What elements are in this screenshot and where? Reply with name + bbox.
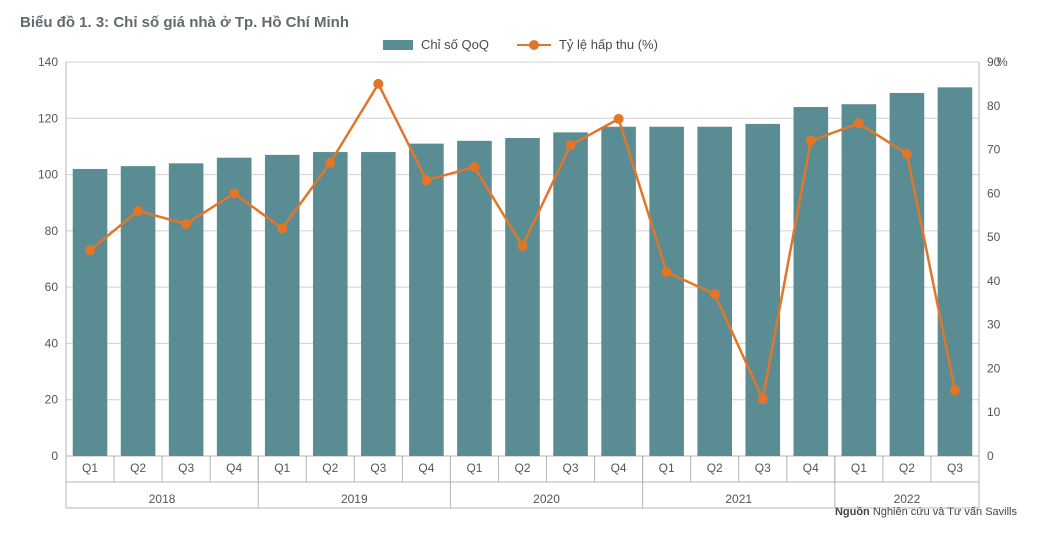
x-year-label: 2019 (341, 492, 368, 506)
x-tick-label: Q3 (947, 461, 963, 475)
line-marker (950, 385, 960, 395)
line-marker (181, 219, 191, 229)
swatch-line (517, 40, 551, 50)
line-marker (758, 394, 768, 404)
svg-text:40: 40 (45, 336, 59, 350)
x-tick-label: Q4 (418, 461, 434, 475)
x-tick-label: Q1 (659, 461, 675, 475)
x-tick-label: Q4 (226, 461, 242, 475)
legend-item-line: Tỷ lệ hấp thu (%) (517, 37, 658, 52)
bar (313, 152, 348, 456)
line-marker (566, 140, 576, 150)
line-marker (325, 158, 335, 168)
line-marker (277, 223, 287, 233)
svg-text:70: 70 (987, 143, 1001, 157)
svg-text:60: 60 (987, 186, 1001, 200)
x-tick-label: Q4 (611, 461, 627, 475)
svg-text:140: 140 (38, 56, 58, 69)
x-tick-label: Q2 (707, 461, 723, 475)
x-tick-label: Q4 (803, 461, 819, 475)
bar (601, 127, 636, 456)
x-tick-label: Q1 (274, 461, 290, 475)
line-marker (229, 188, 239, 198)
x-tick-label: Q1 (466, 461, 482, 475)
x-year-label: 2022 (894, 492, 921, 506)
svg-text:100: 100 (38, 168, 58, 182)
bar (265, 155, 300, 456)
bar (361, 152, 396, 456)
svg-text:30: 30 (987, 318, 1001, 332)
x-tick-label: Q3 (755, 461, 771, 475)
swatch-bar (383, 40, 413, 50)
svg-text:40: 40 (987, 274, 1001, 288)
svg-text:0: 0 (987, 449, 994, 463)
x-year-label: 2018 (149, 492, 176, 506)
x-tick-label: Q1 (82, 461, 98, 475)
x-tick-label: Q3 (370, 461, 386, 475)
x-year-label: 2020 (533, 492, 560, 506)
legend-item-bar: Chỉ số QoQ (383, 37, 489, 52)
bar (169, 163, 204, 456)
legend-bar-label: Chỉ số QoQ (421, 37, 489, 52)
chart-title: Biểu đồ 1. 3: Chỉ số giá nhà ở Tp. Hồ Ch… (20, 14, 1023, 31)
bar (649, 127, 684, 456)
svg-text:120: 120 (38, 111, 58, 125)
line-marker (85, 245, 95, 255)
svg-text:10: 10 (987, 405, 1001, 419)
svg-text:%: % (997, 56, 1008, 69)
line-marker (710, 289, 720, 299)
line-marker (518, 241, 528, 251)
svg-text:20: 20 (987, 361, 1001, 375)
x-tick-label: Q2 (514, 461, 530, 475)
bar (794, 107, 829, 456)
x-tick-label: Q3 (563, 461, 579, 475)
svg-text:80: 80 (45, 224, 59, 238)
x-year-label: 2021 (725, 492, 752, 506)
line-marker (662, 267, 672, 277)
line-marker (806, 136, 816, 146)
svg-text:50: 50 (987, 230, 1001, 244)
bar (938, 87, 973, 456)
line-marker (614, 114, 624, 124)
x-tick-label: Q3 (178, 461, 194, 475)
x-tick-label: Q2 (322, 461, 338, 475)
legend-line-label: Tỷ lệ hấp thu (%) (559, 37, 658, 52)
combo-chart: 0204060801001201400102030405060708090%Q1… (18, 56, 1023, 516)
source-caption: Nguồn Nghiên cứu và Tư vấn Savills (835, 506, 1017, 518)
line-marker (469, 162, 479, 172)
bar (553, 132, 588, 456)
line-marker (902, 149, 912, 159)
bar (409, 144, 444, 456)
line-marker (421, 175, 431, 185)
svg-text:80: 80 (987, 99, 1001, 113)
bar (842, 104, 877, 456)
svg-text:20: 20 (45, 393, 59, 407)
x-tick-label: Q2 (899, 461, 915, 475)
line-marker (133, 206, 143, 216)
line-marker (373, 79, 383, 89)
bar (745, 124, 780, 456)
line-marker (854, 118, 864, 128)
x-tick-label: Q1 (851, 461, 867, 475)
legend: Chỉ số QoQ Tỷ lệ hấp thu (%) (18, 37, 1023, 52)
svg-text:0: 0 (51, 449, 58, 463)
bar (505, 138, 540, 456)
svg-text:60: 60 (45, 280, 59, 294)
x-tick-label: Q2 (130, 461, 146, 475)
bar (73, 169, 108, 456)
